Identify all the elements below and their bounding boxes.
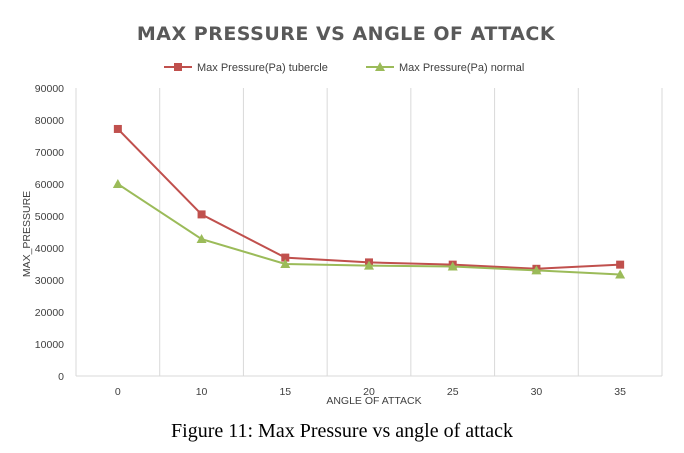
data-point [616,260,625,269]
x-tick-label: 0 [115,386,121,398]
gridlines [75,88,663,376]
legend-label: Max Pressure(Pa) tubercle [197,62,328,74]
x-tick-label: 35 [614,386,626,398]
series-2 [112,179,626,279]
data-point [197,210,206,219]
y-tick-label: 10000 [35,339,64,351]
series-1 [113,124,625,273]
chart-area: MAX PRESSURE VS ANGLE OF ATTACK Max Pres… [6,6,676,410]
legend-label: Max Pressure(Pa) normal [399,62,524,74]
y-tick-label: 90000 [35,83,64,95]
figure-caption: Figure 11: Max Pressure vs angle of atta… [171,420,513,442]
legend-marker [375,62,385,71]
x-tick-label: 15 [279,386,291,398]
y-tick-label: 30000 [35,275,64,287]
x-tick-label: 10 [196,386,208,398]
data-point [531,265,542,275]
y-tick-label: 70000 [35,147,64,159]
data-point [112,179,123,188]
legend-marker [174,63,182,71]
line-chart: MAX PRESSURE VS ANGLE OF ATTACK Max Pres… [21,23,663,407]
data-point [196,234,207,244]
series-group [112,124,626,279]
data-point [447,261,458,271]
y-tick-label: 40000 [35,243,64,255]
legend-item: Max Pressure(Pa) normal [366,62,524,74]
x-tick-label: 30 [531,386,543,398]
y-tick-label: 80000 [35,115,64,127]
x-axis-title: ANGLE OF ATTACK [326,395,421,407]
y-tick-label: 0 [58,371,64,383]
data-point [281,253,290,262]
legend-item: Max Pressure(Pa) tubercle [164,62,328,74]
axes: 0 10000 20000 30000 40000 50000 60000 70000 8000… [35,83,662,398]
x-tick-label: 20 [363,386,375,398]
data-point [113,124,122,133]
legend: Max Pressure(Pa) tubercle Max Pressure(Pa… [164,62,524,74]
y-tick-label: 60000 [35,179,64,191]
x-tick-label: 25 [447,386,459,398]
data-point [364,260,374,270]
y-axis-title: MAX_PRESSURE [21,191,33,277]
y-tick-label: 20000 [35,307,64,319]
series-line [117,128,621,270]
chart-title: MAX PRESSURE VS ANGLE OF ATTACK [137,23,556,45]
data-point [615,269,626,279]
y-tick-label: 50000 [35,211,64,223]
data-point [280,259,291,268]
